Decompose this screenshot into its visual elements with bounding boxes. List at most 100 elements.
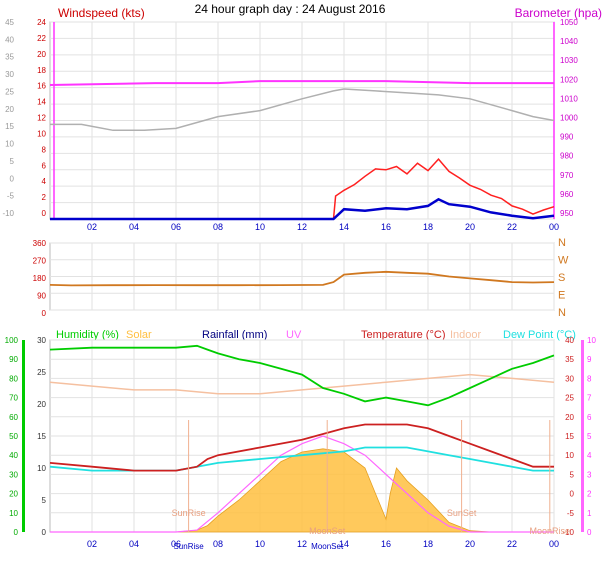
barometer-secondary-line [50,88,555,132]
wind-outer-tick-label: 20 [5,105,14,114]
wind-outer-tick-label: 0 [10,174,15,183]
legend-label: Humidity (%) [56,329,119,341]
x-tick-label: 08 [213,222,223,232]
windspeed-tick-label: 12 [37,114,46,123]
x-tick-label: 18 [423,222,433,232]
wind-outer-tick-label: -5 [7,192,15,201]
climate-legend: Humidity (%) Solar Rainfall (mm) UV Temperat… [56,329,576,341]
x-tick-label: 12 [297,222,307,232]
wind-outer-tick-label: 15 [5,122,14,131]
windspeed-tick-label: 16 [37,82,46,91]
event-label: MoonRise [530,526,571,536]
x-tick-label: 08 [213,539,223,549]
barometer-axis-label: Barometer (hpa) [515,6,602,20]
wind-x-ticks: 02 04 06 08 10 12 14 16 18 20 22 00 [87,222,559,232]
temperature-line [49,423,554,472]
humidity-tick-label: 70 [9,394,18,403]
legend-label: UV [286,329,302,341]
solar-tick-label: 15 [37,432,46,441]
x-tick-label: 22 [507,539,517,549]
temperature-tick-label: -5 [567,509,575,518]
climate-x-ticks: 02 04 06 08 10 12 14 16 18 20 22 00 [87,539,559,549]
direction-degree-label: 90 [37,292,46,301]
windspeed-tick-label: 18 [37,66,46,75]
barometer-tick-label: 980 [560,152,574,161]
humidity-axis-bar [22,340,25,532]
solar-tick-label: 5 [42,496,47,505]
legend-label: Solar [126,329,152,341]
windspeed-tick-label: 14 [37,98,46,107]
temperature-tick-label: 30 [565,374,574,383]
uv-axis-bar [581,340,584,532]
x-tick-label: 02 [87,539,97,549]
humidity-tick-label: 30 [9,470,18,479]
temperature-tick-label: 15 [565,432,574,441]
windspeed-tick-label: 8 [42,145,47,154]
wind-outer-tick-label: 35 [5,53,14,62]
event-label: SunSet [447,508,477,518]
windspeed-axis-label: Windspeed (kts) [58,6,145,20]
direction-line [49,270,555,287]
uv-tick-label: 10 [587,336,596,345]
barometer-tick-label: 1000 [560,114,578,123]
uv-tick-label: 4 [587,451,592,460]
temperature-tick-label: 40 [565,336,574,345]
direction-degree-label: 0 [42,309,47,318]
x-tick-label: 02 [87,222,97,232]
x-tick-label: 12 [297,539,307,549]
direction-degree-ticks: 360 270 180 90 0 [33,239,47,318]
uv-line [50,435,554,533]
windspeed-tick-label: 6 [42,161,47,170]
windspeed-tick-label: 10 [37,129,46,138]
x-tick-label: 18 [423,539,433,549]
direction-grid [50,242,555,311]
x-tick-label: 14 [339,539,349,549]
x-tick-label: 06 [171,222,181,232]
wind-outer-tick-label: 40 [5,35,14,44]
barometer-tick-label: 970 [560,171,574,180]
wind-outer-tick-label: 25 [5,87,14,96]
humidity-tick-label: 50 [9,432,18,441]
uv-tick-label: 1 [587,509,592,518]
event-label: MoonSet [309,526,346,536]
humidity-tick-label: 60 [9,413,18,422]
wind-outer-tick-label: -10 [2,209,14,218]
temperature-tick-label: 20 [565,413,574,422]
barometer-tick-label: 950 [560,209,574,218]
wind-outer-ticks: 45 40 35 30 25 20 15 10 5 0 -5 -10 [2,18,14,218]
solar-area [50,448,554,533]
x-tick-label: 00 [549,539,559,549]
barometer-tick-label: 960 [560,190,574,199]
solar-tick-label: 30 [37,336,46,345]
event-time-label: MoonSet [311,542,344,551]
temperature-tick-label: 25 [565,394,574,403]
x-tick-label: 10 [255,222,265,232]
humidity-tick-label: 90 [9,355,18,364]
solar-tick-label: 0 [42,528,47,537]
solar-tick-label: 25 [37,368,46,377]
climate-ticks: 1009080706050403020100302520151050403530… [5,336,597,537]
barometer-ticks: 1050 1040 1030 1020 1010 1000 990 980 970 960 950 [560,18,578,218]
windspeed-tick-label: 24 [37,18,46,27]
windspeed-tick-label: 0 [42,209,47,218]
x-tick-label: 20 [465,222,475,232]
graph-title: 24 hour graph day : 24 August 2016 [195,2,386,16]
humidity-tick-label: 20 [9,490,18,499]
barometer-tick-label: 990 [560,133,574,142]
event-time-label: SunRise [173,542,204,551]
uv-tick-label: 5 [587,432,592,441]
barometer-tick-label: 1020 [560,75,578,84]
humidity-tick-label: 0 [14,528,19,537]
wind-outer-tick-label: 30 [5,70,14,79]
humidity-tick-label: 100 [5,336,19,345]
temperature-tick-label: 35 [565,355,574,364]
windspeed-tick-label: 20 [37,50,46,59]
direction-degree-label: 270 [33,257,47,266]
wind-gust-line [50,157,555,220]
direction-series [49,270,555,287]
humidity-tick-label: 40 [9,451,18,460]
direction-degree-label: 180 [33,274,47,283]
